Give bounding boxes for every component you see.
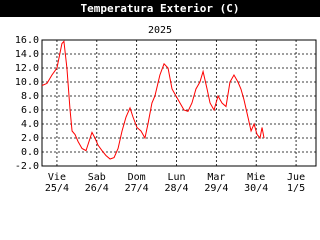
x-tick-label: Lun 28/4 bbox=[164, 172, 188, 194]
y-tick-label: 4.0 bbox=[21, 119, 39, 130]
x-tick-label: Sab 26/4 bbox=[85, 172, 109, 194]
chart-subtitle: 2025 bbox=[148, 25, 172, 36]
x-tick-label: Mar 29/4 bbox=[204, 172, 228, 194]
y-tick-label: 0.0 bbox=[21, 147, 39, 158]
y-tick-label: 6.0 bbox=[21, 105, 39, 116]
x-tick-label: Jue 1/5 bbox=[287, 172, 305, 194]
y-tick-label: 10.0 bbox=[15, 77, 39, 88]
chart-title: Temperatura Exterior (C) bbox=[81, 2, 240, 15]
title-bar bbox=[0, 0, 320, 17]
y-tick-label: -2.0 bbox=[15, 161, 39, 172]
y-tick-label: 12.0 bbox=[15, 63, 39, 74]
data-line bbox=[41, 40, 265, 160]
y-tick-label: 14.0 bbox=[15, 49, 39, 60]
y-tick-label: 8.0 bbox=[21, 91, 39, 102]
chart: Temperatura Exterior (C) 2025 16.0 14.0 12… bbox=[0, 0, 320, 194]
x-tick-label: Vie 25/4 bbox=[45, 172, 69, 194]
plot-frame bbox=[41, 39, 317, 167]
x-tick-label: Mie 30/4 bbox=[244, 172, 268, 194]
y-tick-label: 16.0 bbox=[15, 35, 39, 46]
y-tick-label: 2.0 bbox=[21, 133, 39, 144]
x-tick-label: Dom 27/4 bbox=[125, 172, 149, 194]
